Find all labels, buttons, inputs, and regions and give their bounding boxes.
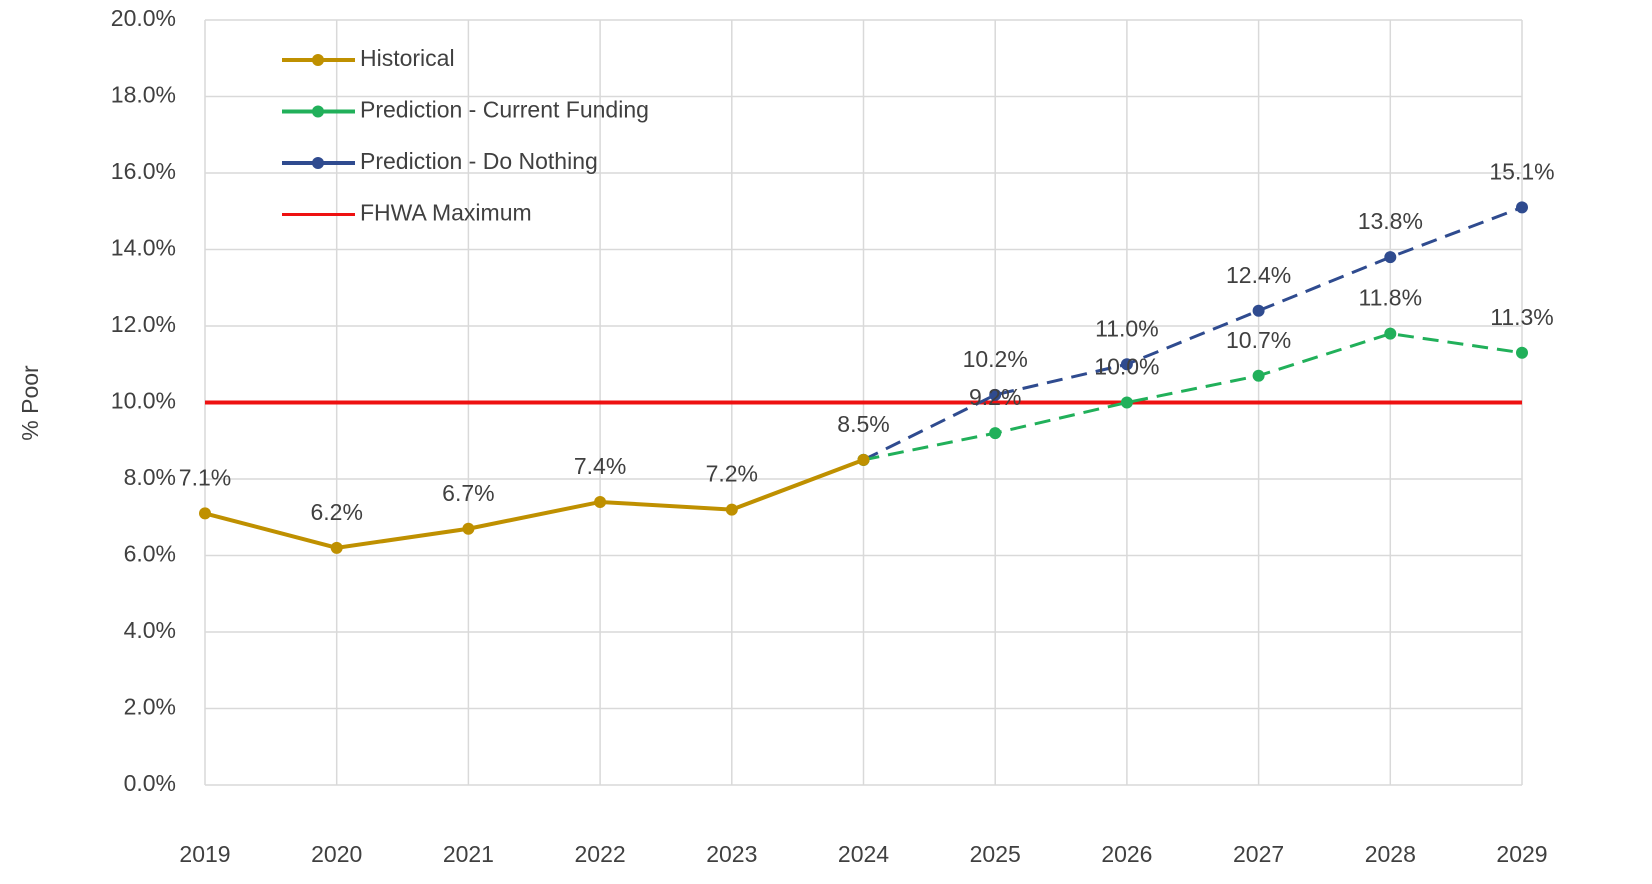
x-tick-label: 2027 xyxy=(1233,841,1284,867)
y-tick-label: 6.0% xyxy=(124,541,176,567)
y-tick-label: 12.0% xyxy=(111,311,176,337)
x-tick-label: 2020 xyxy=(311,841,362,867)
data-label: 9.2% xyxy=(969,384,1021,410)
y-tick-label: 14.0% xyxy=(111,235,176,261)
marker xyxy=(1120,396,1133,409)
x-tick-label: 2023 xyxy=(706,841,757,867)
marker xyxy=(1252,369,1265,382)
x-tick-label: 2026 xyxy=(1101,841,1152,867)
legend-marker xyxy=(312,105,324,118)
y-tick-label: 8.0% xyxy=(124,464,176,490)
marker xyxy=(462,522,475,535)
data-label: 11.3% xyxy=(1490,304,1554,330)
data-label: 7.4% xyxy=(574,453,626,479)
data-label: 7.2% xyxy=(706,461,758,487)
y-tick-label: 4.0% xyxy=(124,617,176,643)
marker xyxy=(725,503,738,516)
data-label: 11.0% xyxy=(1095,315,1159,341)
marker xyxy=(330,541,343,554)
y-tick-label: 20.0% xyxy=(111,5,176,31)
series-line xyxy=(862,206,1523,462)
marker xyxy=(1516,201,1528,214)
marker xyxy=(1120,358,1133,371)
x-tick-label: 2025 xyxy=(970,841,1021,867)
marker xyxy=(1384,251,1397,264)
y-tick-label: 0.0% xyxy=(124,770,176,796)
data-label: 15.1% xyxy=(1489,159,1554,185)
marker xyxy=(1252,304,1265,317)
marker xyxy=(199,507,211,520)
data-label: 6.7% xyxy=(442,480,494,506)
data-label: 11.8% xyxy=(1359,285,1423,311)
x-tick-label: 2019 xyxy=(179,841,230,867)
x-tick-label: 2024 xyxy=(838,841,889,867)
x-tick-label: 2028 xyxy=(1365,841,1416,867)
data-label: 8.5% xyxy=(837,411,889,437)
x-tick-label: 2029 xyxy=(1496,841,1547,867)
data-label: 10.0% xyxy=(1094,354,1159,380)
y-tick-label: 2.0% xyxy=(124,694,176,720)
marker xyxy=(857,453,870,466)
legend-label: Prediction - Current Funding xyxy=(360,97,649,123)
marker xyxy=(594,495,607,508)
x-tick-label: 2022 xyxy=(575,841,626,867)
y-tick-label: 10.0% xyxy=(111,388,176,414)
series-line xyxy=(204,458,865,550)
marker xyxy=(989,427,1002,440)
series-line xyxy=(863,332,1523,462)
legend-marker xyxy=(312,157,324,169)
legend-label: FHWA Maximum xyxy=(360,200,532,226)
data-label: 12.4% xyxy=(1226,262,1291,288)
data-label: 10.7% xyxy=(1226,327,1291,353)
y-tick-label: 18.0% xyxy=(111,82,176,108)
data-label: 10.2% xyxy=(963,346,1028,372)
marker xyxy=(1516,346,1528,359)
marker xyxy=(989,388,1002,401)
data-label: 7.1% xyxy=(179,465,231,491)
legend-label: Historical xyxy=(360,45,455,71)
legend-marker xyxy=(312,54,324,66)
legend-label: Prediction - Do Nothing xyxy=(360,148,598,174)
marker xyxy=(1384,327,1397,340)
y-tick-label: 16.0% xyxy=(111,158,176,184)
y-axis-label: % Poor xyxy=(17,365,43,441)
data-label: 13.8% xyxy=(1358,208,1423,234)
x-tick-label: 2021 xyxy=(443,841,494,867)
data-label: 6.2% xyxy=(310,499,362,525)
